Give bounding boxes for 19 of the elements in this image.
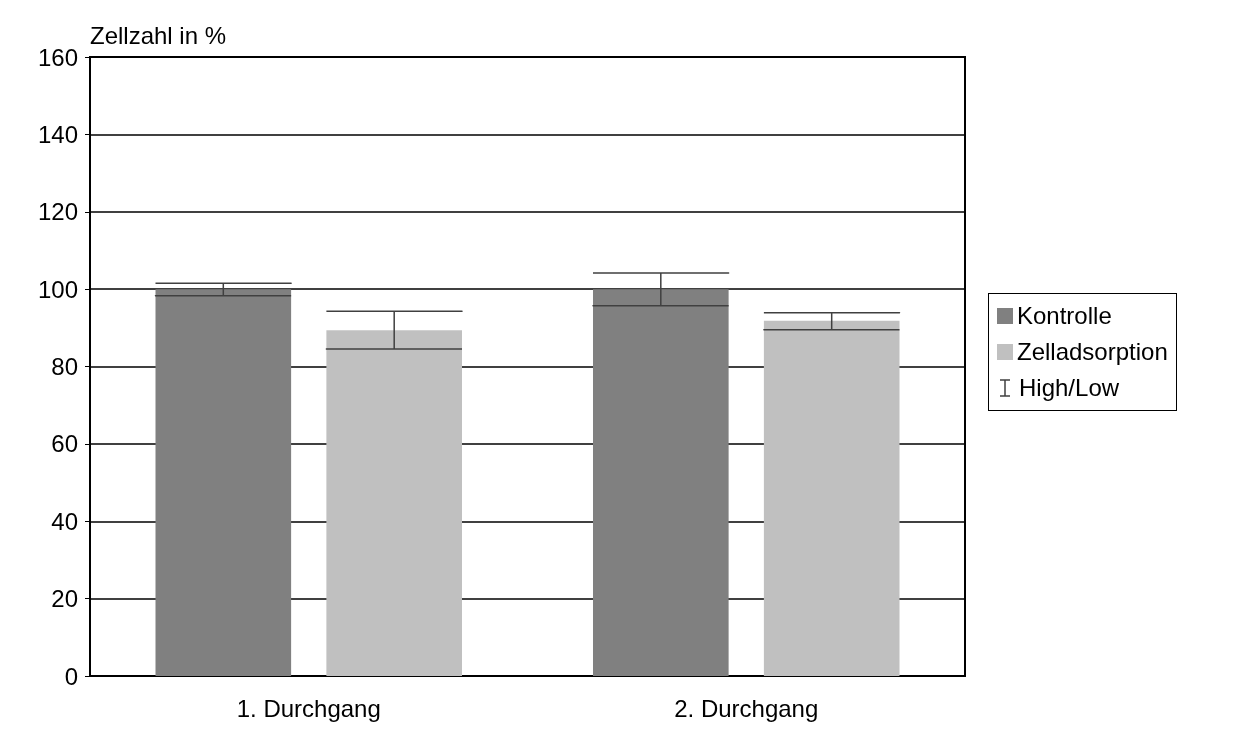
bar xyxy=(763,320,900,676)
y-tick-label: 0 xyxy=(64,662,78,690)
legend-label: Kontrolle xyxy=(1017,302,1112,330)
y-tick-label: 160 xyxy=(37,43,78,71)
y-tick-label: 140 xyxy=(37,120,78,148)
y-tick-label: 20 xyxy=(51,585,78,613)
bar xyxy=(592,289,729,676)
x-tick-label: 2. Durchgang xyxy=(674,694,819,722)
bar xyxy=(155,289,292,676)
y-tick-label: 120 xyxy=(37,198,78,226)
x-tick-label: 1. Durchgang xyxy=(236,694,381,722)
text: High/Low xyxy=(1019,374,1120,402)
y-tick-label: 100 xyxy=(37,275,78,303)
y-tick-label: 40 xyxy=(51,507,78,535)
legend-label: Zelladsorption xyxy=(1017,338,1168,366)
bar xyxy=(326,330,463,676)
y-tick-label: 60 xyxy=(51,430,78,458)
y-tick-label: 80 xyxy=(51,353,78,380)
y-axis-title: Zellzahl in % xyxy=(90,21,227,49)
